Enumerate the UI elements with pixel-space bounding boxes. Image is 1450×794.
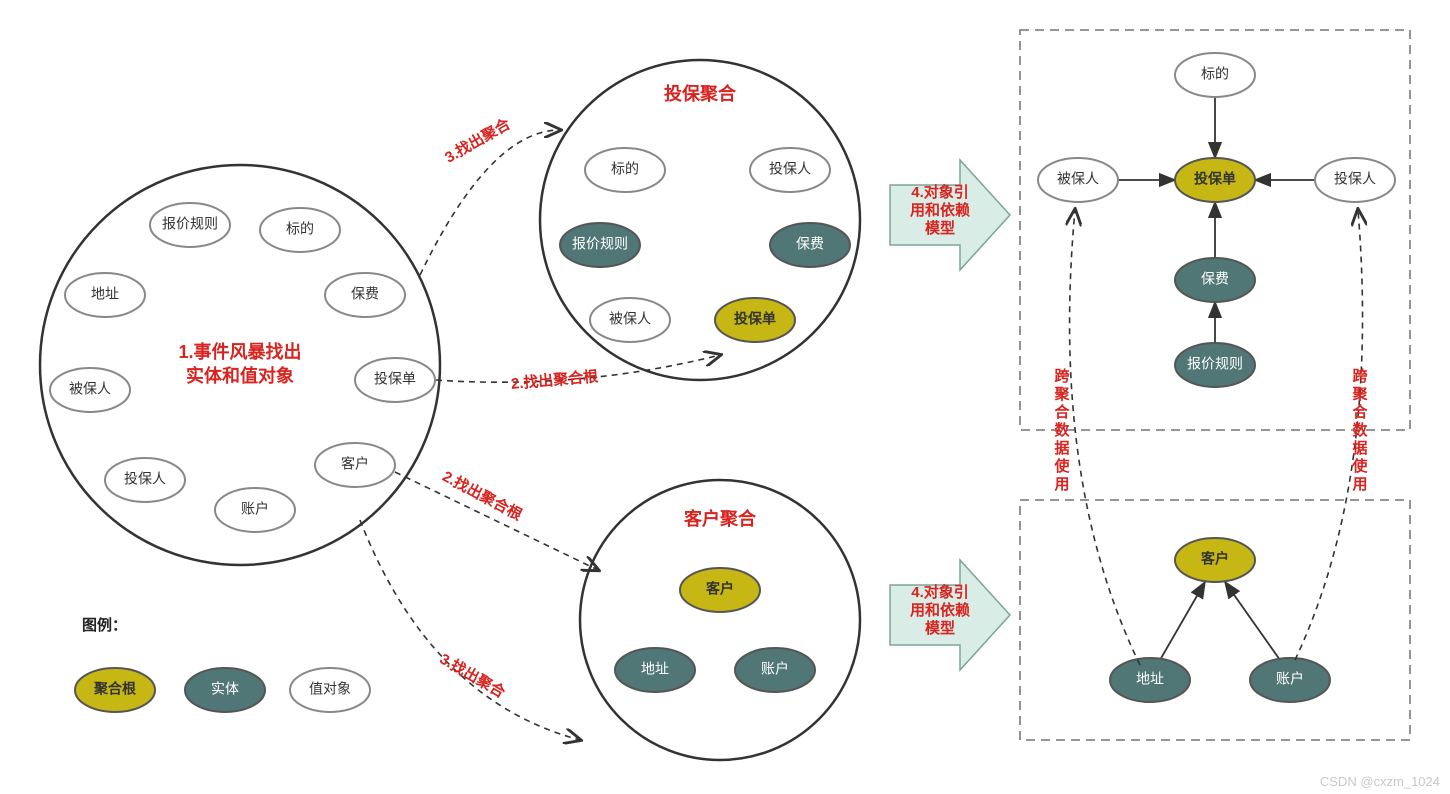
svg-text:实体和值对象: 实体和值对象 bbox=[186, 365, 294, 386]
arrow-label: 2.找出聚合根 bbox=[439, 467, 525, 524]
node-label: 保费 bbox=[351, 286, 379, 302]
arrow-label: 3.找出聚合 bbox=[442, 114, 515, 166]
cross-label-char: 聚 bbox=[1053, 386, 1070, 403]
edge bbox=[1160, 582, 1205, 660]
svg-text:用和依赖: 用和依赖 bbox=[910, 201, 970, 219]
cross-label-char: 聚 bbox=[1351, 386, 1368, 403]
dashed-arrow bbox=[360, 520, 580, 740]
node-label: 实体 bbox=[211, 681, 239, 697]
watermark: CSDN @cxzm_1024 bbox=[1320, 774, 1440, 789]
circle-event-storm: 1.事件风暴找出实体和值对象 报价规则 标的地址 保费被保人 投保单投保人账户 客户 bbox=[40, 165, 440, 565]
node-label: 地址 bbox=[91, 286, 119, 302]
node-label: 投保单 bbox=[734, 311, 776, 327]
node-label: 客户 bbox=[341, 456, 369, 472]
node-label: 被保人 bbox=[69, 381, 111, 397]
svg-text:模型: 模型 bbox=[925, 619, 955, 637]
node-label: 客户 bbox=[705, 581, 734, 597]
svg-text:1.事件风暴找出: 1.事件风暴找出 bbox=[178, 341, 301, 362]
big-arrow: 4.对象引用和依赖模型 bbox=[890, 160, 1010, 270]
box-customer-model: 客户地址 账户 bbox=[1020, 500, 1410, 740]
cross-label-char: 用 bbox=[1352, 476, 1367, 493]
big-arrow: 4.对象引用和依赖模型 bbox=[890, 560, 1010, 670]
cross-label-char: 合 bbox=[1053, 403, 1070, 421]
svg-text:4.对象引: 4.对象引 bbox=[911, 583, 969, 601]
node-label: 账户 bbox=[761, 661, 789, 677]
edge bbox=[1225, 582, 1280, 660]
node-label: 保费 bbox=[1201, 271, 1229, 287]
node-label: 保费 bbox=[796, 236, 824, 252]
cross-label-char: 使 bbox=[1053, 457, 1070, 475]
circle-insure-aggregate: 投保聚合标的 投保人报价规则 保费被保人 投保单 bbox=[540, 60, 860, 380]
cross-label-char: 数 bbox=[1054, 421, 1070, 439]
cross-aggregate-arrow bbox=[1070, 210, 1140, 665]
node-label: 投保人 bbox=[769, 161, 811, 177]
node-label: 报价规则 bbox=[572, 236, 628, 252]
cross-label-char: 据 bbox=[1054, 439, 1069, 457]
arrow-label: 3.找出聚合 bbox=[437, 650, 510, 702]
node-label: 聚合根 bbox=[93, 681, 137, 697]
svg-text:投保聚合: 投保聚合 bbox=[664, 83, 737, 104]
svg-text:4.对象引: 4.对象引 bbox=[911, 183, 969, 201]
node-label: 账户 bbox=[1276, 671, 1304, 687]
cross-label-char: 跨 bbox=[1054, 368, 1070, 385]
node-label: 被保人 bbox=[1057, 171, 1099, 187]
legend-title: 图例： bbox=[82, 616, 127, 634]
diagram-canvas: 1.事件风暴找出实体和值对象报价规则标的地址保费被保人投保单投保人账户客户投保聚… bbox=[0, 0, 1450, 794]
dashed-arrow bbox=[395, 472, 598, 570]
node-label: 投保单 bbox=[374, 371, 416, 387]
node-label: 标的 bbox=[286, 221, 314, 237]
svg-text:用和依赖: 用和依赖 bbox=[910, 601, 970, 619]
node-label: 投保人 bbox=[1334, 171, 1376, 187]
cross-label-char: 合 bbox=[1351, 403, 1368, 421]
node-label: 客户 bbox=[1200, 551, 1229, 567]
circle-customer-aggregate: 客户聚合客户地址 账户 bbox=[580, 480, 860, 760]
cross-label-char: 据 bbox=[1352, 439, 1367, 457]
cross-label-char: 数 bbox=[1352, 421, 1368, 439]
cross-label-char: 用 bbox=[1054, 476, 1069, 493]
node-label: 报价规则 bbox=[162, 216, 218, 232]
node-label: 地址 bbox=[641, 661, 669, 677]
node-label: 地址 bbox=[1136, 671, 1164, 687]
svg-text:模型: 模型 bbox=[925, 219, 955, 237]
cross-label-char: 跨 bbox=[1352, 368, 1368, 385]
cross-label-char: 使 bbox=[1351, 457, 1368, 475]
svg-text:客户聚合: 客户聚合 bbox=[684, 508, 757, 529]
node-label: 被保人 bbox=[609, 311, 651, 327]
arrow-label: 2.找出聚合根 bbox=[510, 367, 599, 393]
node-label: 标的 bbox=[1201, 66, 1229, 82]
node-label: 投保单 bbox=[1194, 171, 1236, 187]
node-label: 标的 bbox=[611, 161, 639, 177]
node-label: 投保人 bbox=[124, 471, 166, 487]
node-label: 报价规则 bbox=[1187, 356, 1243, 372]
node-label: 值对象 bbox=[309, 681, 351, 697]
node-label: 账户 bbox=[241, 501, 269, 517]
